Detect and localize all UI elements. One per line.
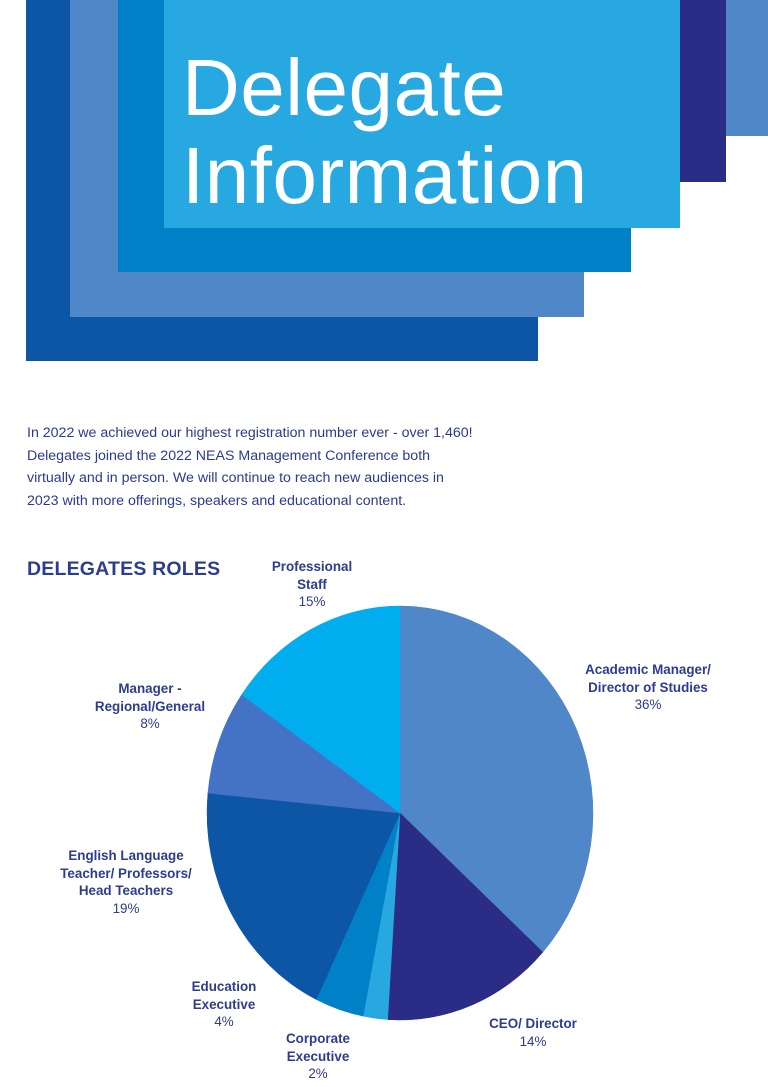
- header-band-navy: [680, 0, 726, 182]
- slice-label-name: English Language Teacher/ Professors/ He…: [60, 848, 192, 898]
- slice-label-corporate-executive: Corporate Executive 2%: [268, 1030, 368, 1083]
- page-title: Delegate Information: [182, 44, 588, 220]
- slice-label-name: Manager - Regional/General: [94, 681, 206, 714]
- pie-slice-manager-regional-general: [207, 694, 401, 814]
- slice-label-name: Academic Manager/ Director of Studies: [585, 662, 711, 695]
- slice-label-name: Education Executive: [191, 979, 257, 1012]
- slice-label-percent: 4%: [214, 1014, 234, 1029]
- slice-label-percent: 36%: [634, 697, 662, 712]
- header-band-right-mid-blue: [726, 0, 768, 136]
- pie-slice-professional-staff: [241, 605, 401, 814]
- slice-label-percent: 19%: [112, 900, 140, 916]
- page-title-line-2: Information: [182, 131, 588, 220]
- pie-slice-english-language-teacher-professors-head-teachers: [206, 792, 401, 1000]
- slice-label-professional-staff: Professional Staff 15%: [262, 558, 362, 611]
- intro-paragraph: In 2022 we achieved our highest registra…: [27, 425, 473, 509]
- slice-label-academic-manager: Academic Manager/ Director of Studies 36…: [572, 661, 724, 714]
- slice-label-ceo-director: CEO/ Director 14%: [470, 1015, 596, 1050]
- slice-label-name: Professional Staff: [271, 559, 353, 592]
- chart-title: DELEGATES ROLES: [27, 558, 221, 580]
- pie-slice-academic-manager-director-of-studies: [399, 605, 594, 953]
- pie-slice-ceo-director: [387, 812, 544, 1021]
- slice-label-english-language-teacher: English Language Teacher/ Professors/ He…: [52, 847, 200, 917]
- slice-label-percent: 2%: [308, 1066, 328, 1081]
- slice-label-percent: 15%: [298, 594, 326, 609]
- slice-label-name: CEO/ Director: [489, 1016, 577, 1031]
- page-title-line-1: Delegate: [182, 43, 507, 132]
- slice-label-education-executive: Education Executive 4%: [178, 978, 270, 1031]
- pie-slices: [206, 605, 594, 1021]
- slice-label-name: Corporate Executive: [286, 1031, 350, 1064]
- slice-label-percent: 8%: [140, 716, 160, 731]
- header-band-light-blue: [164, 0, 680, 228]
- slice-label-manager-regional: Manager - Regional/General 8%: [84, 680, 216, 733]
- slice-label-percent: 14%: [519, 1033, 547, 1049]
